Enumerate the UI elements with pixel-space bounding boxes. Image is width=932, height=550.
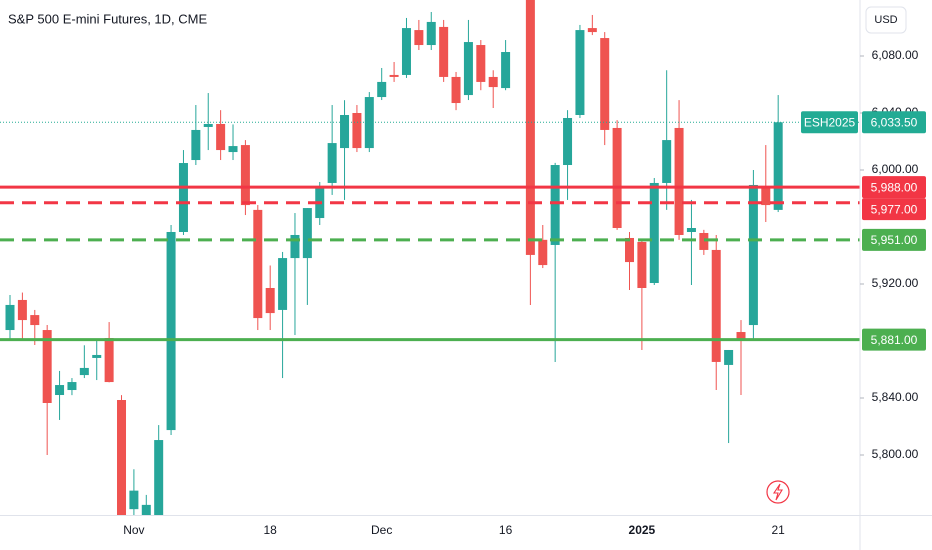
overlay: 5,988.00 5,977.00 5,951.00 5,881.00 ESH2025 6…	[801, 111, 926, 351]
icon-bolt[interactable]	[772, 483, 783, 501]
candle-body	[476, 45, 486, 82]
candle-body	[637, 241, 647, 288]
candle-body	[439, 26, 449, 77]
candle-body	[203, 123, 213, 127]
x-tick-label: 16	[499, 523, 513, 537]
candle-body	[253, 209, 263, 319]
candle-body	[5, 304, 15, 331]
candle-body	[401, 28, 411, 75]
candle-body	[278, 258, 288, 310]
candle-body	[488, 76, 498, 88]
candle-body	[736, 332, 746, 341]
candle-body	[414, 30, 424, 46]
candle-body	[191, 129, 201, 161]
candle-body	[575, 30, 585, 115]
x-tick-label: Nov	[123, 523, 144, 537]
currency-label[interactable]: USD	[874, 14, 897, 26]
candle-body	[104, 338, 114, 383]
candle-body	[724, 349, 734, 365]
candle-body	[290, 234, 300, 259]
level-price-label: 5,881.00	[871, 333, 918, 347]
candle-body	[141, 504, 151, 515]
candle-body	[711, 249, 721, 362]
candle-body	[228, 146, 238, 153]
candle-body	[377, 81, 387, 98]
candle-body	[327, 143, 337, 183]
candle-body	[587, 28, 597, 33]
candle-body	[240, 145, 250, 206]
symbol-box	[801, 111, 858, 134]
candle-body	[30, 315, 40, 326]
last-price-label: 6,033.50	[871, 115, 918, 129]
candle-body	[773, 122, 783, 210]
candle-body	[649, 182, 659, 284]
y-tick-label: 5,920.00	[872, 276, 919, 290]
candle-body	[686, 228, 696, 232]
candle-body	[625, 237, 634, 263]
candle-body	[389, 74, 399, 77]
x-tick-label: 2025	[629, 523, 656, 537]
candle-body	[748, 184, 758, 326]
level-price-label: 5,988.00	[871, 180, 918, 194]
level-price-box	[862, 328, 926, 351]
candle-body	[67, 382, 77, 391]
candle-body	[302, 208, 312, 259]
candle-body	[674, 127, 684, 235]
candle-body	[538, 239, 548, 266]
x-tick-label: Dec	[371, 523, 392, 537]
candle-body	[166, 231, 176, 431]
candle-body	[550, 165, 560, 245]
candle-body	[563, 117, 573, 166]
candle-body	[154, 440, 164, 515]
candle-body	[426, 21, 436, 46]
chart-title: S&P 500 E-mini Futures, 1D, CME	[8, 11, 207, 26]
level-price-label: 5,951.00	[871, 233, 918, 247]
level-price-label: 5,977.00	[871, 202, 918, 216]
level-price-box	[862, 228, 926, 251]
candle-body	[699, 232, 709, 250]
currency-button[interactable]	[865, 6, 907, 34]
candle-body	[451, 76, 461, 104]
candle-body	[17, 299, 27, 321]
candle-body	[352, 113, 362, 149]
candle-body	[600, 38, 610, 130]
icon-circle[interactable]	[766, 480, 790, 504]
x-tick-label: 21	[772, 523, 786, 537]
y-tick-label: 6,080.00	[872, 48, 919, 62]
candle-body	[662, 140, 672, 183]
candle-body	[129, 490, 139, 510]
candle-body	[117, 400, 127, 515]
level-price-box	[862, 198, 926, 221]
candle-body	[265, 287, 275, 314]
candle-body	[178, 163, 188, 232]
symbol-label: ESH2025	[804, 115, 856, 129]
y-tick-label: 5,800.00	[872, 447, 919, 461]
candle-body	[216, 123, 226, 151]
y-tick-label: 6,000.00	[872, 162, 919, 176]
candle-body	[463, 42, 473, 96]
level-price-box	[862, 176, 926, 199]
lightning-icon[interactable]	[766, 480, 790, 504]
candle-body	[42, 330, 52, 403]
x-tick-label: 18	[264, 523, 278, 537]
y-tick-label: 5,840.00	[872, 390, 919, 404]
plot-area	[0, 0, 860, 515]
candle-body	[340, 114, 350, 149]
candle-body	[761, 187, 771, 206]
candle-body	[501, 52, 511, 89]
candle-body	[525, 0, 535, 255]
last-price-box	[862, 111, 926, 134]
candle-body	[55, 385, 65, 396]
candle-body	[79, 367, 89, 376]
candle-body	[612, 127, 622, 229]
candle-body	[92, 354, 102, 358]
